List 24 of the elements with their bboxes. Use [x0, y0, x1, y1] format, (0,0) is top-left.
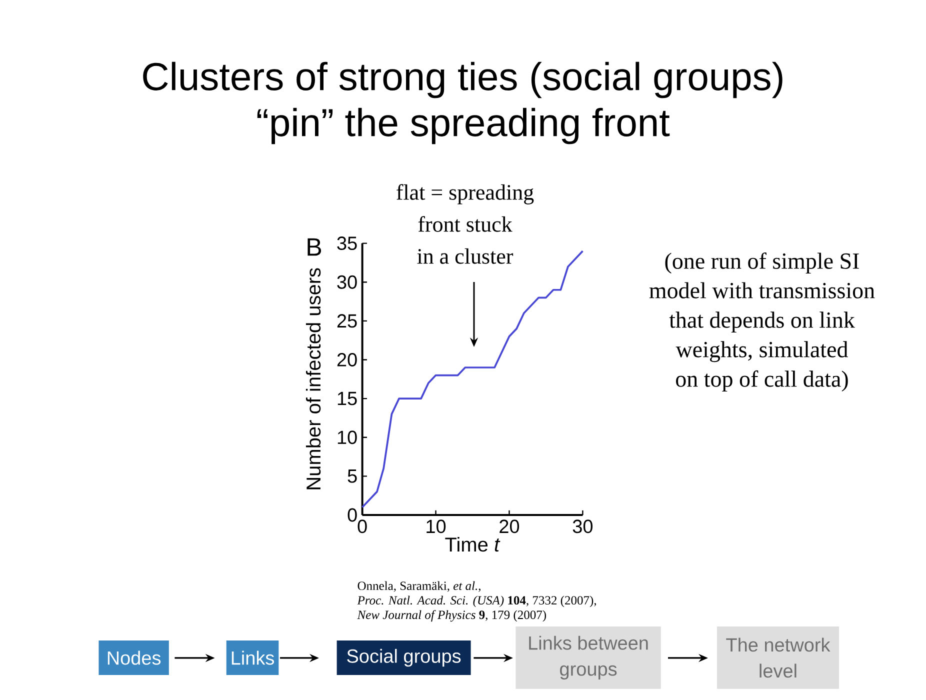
y-tick-label: 30: [337, 275, 357, 289]
chart-title: Clusters of strong ties (social groups) “pin” the spreading front: [143, 62, 782, 144]
y-tick-label: 15: [338, 392, 357, 406]
text: The network level: [726, 638, 830, 678]
x-tick-label: 30: [572, 520, 593, 534]
text: Nodes: [108, 650, 161, 665]
y-tick-label: 35: [337, 236, 357, 250]
x-axis-title: Time t: [445, 536, 500, 552]
text: Social groups: [347, 648, 461, 667]
x-tick-label: 0: [358, 520, 367, 534]
x-tick-label: 20: [500, 520, 520, 534]
text: Onnela, Saramäki, et al., Proc. Natl. Acad. Sci. (USA) 104, 7332 (2007), New Journal of Physics 9, 179 (2007): [357, 581, 596, 622]
x-tick-label: 10: [426, 520, 446, 534]
y-axis-title: Number of infected users: [306, 268, 321, 490]
text: Links: [232, 650, 274, 665]
y-tick-label: 10: [338, 430, 357, 444]
text: (one run of simple SI model with transmission that depends on link weights, simulated on top of call data): [649, 252, 875, 392]
y-tick-label: 0: [348, 508, 357, 522]
text: Links between groups: [529, 636, 648, 680]
text: B: [308, 238, 322, 256]
y-tick-label: 25: [337, 314, 357, 328]
annotation: flat = spreading front stuck in a cluster: [396, 184, 534, 264]
y-tick-label: 5: [348, 470, 357, 483]
y-tick-label: 20: [337, 352, 357, 366]
